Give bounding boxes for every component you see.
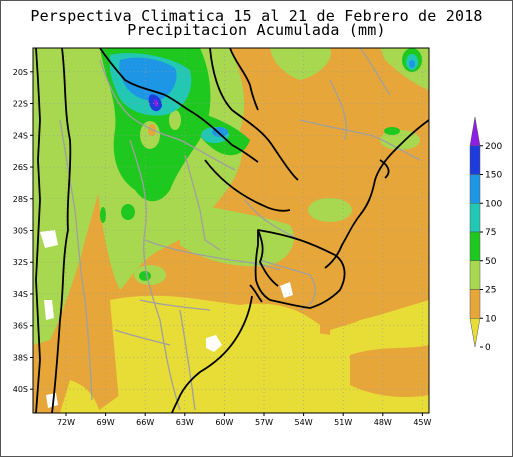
lon-tick-label: 51W (334, 418, 352, 427)
precip-patch-25-50-2 (169, 110, 181, 130)
precip-band-0-10-south (110, 295, 320, 413)
lon-tick-label: 72W (57, 418, 75, 427)
legend-label: 25 (485, 286, 496, 296)
legend-label: 200 (485, 142, 502, 152)
paraguay-argentina (204, 159, 291, 212)
lat-tick-label: 40S (13, 385, 28, 394)
precip-band-200-plus (154, 99, 159, 107)
axis-ticks: 20S 22S 24S 26S 28S 30S 32S 34S 36S 38S 40S 72W 69W 6… (13, 68, 432, 427)
lat-tick-label: 26S (13, 163, 28, 172)
lon-tick-label: 63W (176, 418, 194, 427)
uruguay-outline (254, 229, 346, 309)
precip-band-100-150-blob-2 (409, 60, 415, 68)
legend-label: 100 (485, 199, 502, 209)
precip-band-50-75-blob-5 (384, 127, 400, 135)
legend-label: 10 (485, 314, 497, 324)
legend-label: 75 (485, 228, 496, 238)
legend-swatch (469, 289, 481, 319)
map-title: Perspectiva Climatica 15 al 21 de Febrer… (30, 7, 483, 25)
lat-tick-label: 22S (13, 100, 28, 109)
precip-band-100-150 (119, 57, 177, 101)
legend-label: 150 (485, 171, 502, 181)
bolivia-brazil (229, 47, 259, 111)
lat-tick-label: 36S (13, 322, 28, 331)
argentina-brazil (257, 229, 279, 287)
lat-tick-label: 24S (13, 131, 28, 140)
no-data-andes-5 (46, 393, 58, 408)
lon-tick-label: 54W (295, 418, 313, 427)
precip-band-25-50-center (180, 200, 294, 267)
no-data-andes-3 (206, 335, 222, 352)
country-borders (59, 47, 421, 411)
lon-tick-label: 60W (215, 418, 233, 427)
no-data-andes-2 (44, 300, 54, 320)
lat-tick-label: 38S (13, 353, 28, 362)
brazil-coast (324, 119, 430, 269)
legend-label: 0 (485, 343, 491, 353)
buenos-aires-coast (171, 295, 253, 414)
precip-band-25-50-se-blob (308, 198, 352, 222)
paraguay-border (209, 47, 299, 181)
precip-band-0-10-sw (60, 380, 100, 413)
legend-swatch (469, 116, 481, 146)
no-data-andes-1 (40, 230, 58, 248)
precip-band-50-75-blob-1 (121, 204, 135, 220)
legend-swatch (469, 203, 481, 233)
chile-coast (35, 47, 41, 414)
lat-tick-label: 28S (13, 195, 28, 204)
legend-swatch (469, 174, 481, 204)
lon-tick-label: 69W (97, 418, 115, 427)
precip-band-10-25-se (350, 345, 429, 397)
legend-swatch (469, 260, 481, 290)
lat-tick-label: 34S (13, 290, 28, 299)
lon-tick-label: 48W (374, 418, 392, 427)
lon-tick-label: 57W (255, 418, 273, 427)
map-subtitle: Precipitacion Acumulada (mm) (127, 21, 386, 39)
lon-tick-label: 45W (413, 418, 431, 427)
lat-tick-label: 30S (13, 227, 28, 236)
legend-swatch (469, 145, 481, 175)
lat-tick-label: 20S (13, 68, 28, 77)
andes-border (51, 47, 72, 414)
bolivia-border (99, 47, 259, 163)
legend-label: 50 (485, 257, 497, 267)
lon-tick-label: 66W (136, 418, 154, 427)
legend-swatch (469, 231, 481, 261)
lat-tick-label: 32S (13, 258, 28, 267)
coastline-and-national-borders (35, 47, 430, 414)
rio-de-la-plata (249, 284, 263, 303)
brazil-ne-coast (379, 159, 390, 179)
precip-band-50-75-blob-3 (100, 207, 106, 223)
legend-swatch (469, 318, 481, 348)
